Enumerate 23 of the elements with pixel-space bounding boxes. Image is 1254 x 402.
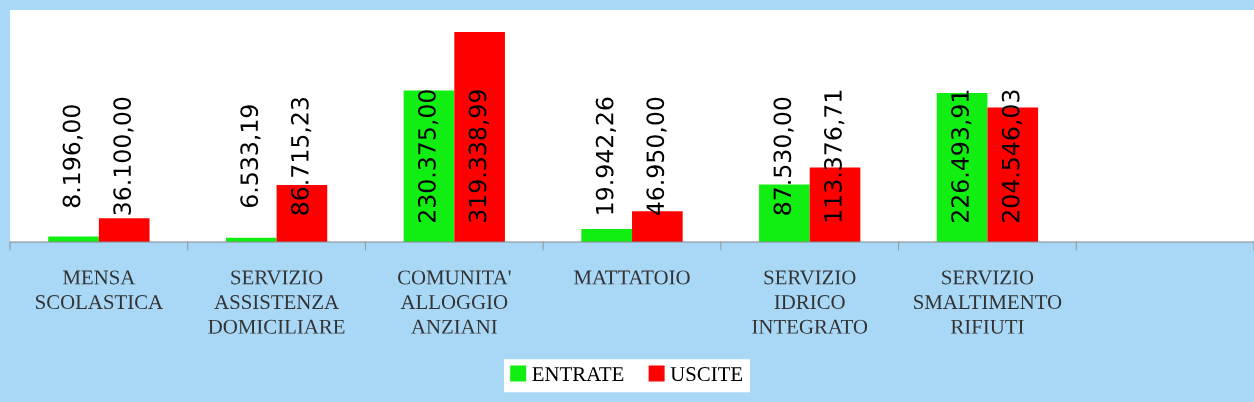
x-tick-label: COMUNITA' ALLOGGIO ANZIANI — [397, 270, 511, 334]
data-label: 87.530,00 — [773, 97, 794, 215]
bar — [454, 32, 505, 242]
data-label: 113.376,71 — [824, 90, 845, 222]
bar — [98, 218, 150, 242]
x-tick-label: MATTATOIO — [574, 270, 690, 285]
x-tick-label: MENSA SCOLASTICA — [36, 270, 163, 310]
data-label: 46.950,00 — [646, 97, 667, 216]
data-label: 8.196,00 — [62, 105, 83, 208]
x-tick-label: SERVIZIO SMALTIMENTO RIFIUTI — [914, 270, 1062, 334]
data-label: 226.493,91 — [951, 90, 972, 223]
legend-label: ENTRATE — [532, 367, 624, 381]
data-label: 6.533,19 — [240, 105, 261, 208]
bar — [581, 228, 633, 242]
data-label: 230.375,00 — [417, 90, 439, 223]
data-label: 36.100,00 — [113, 97, 134, 215]
x-tick-label: SERVIZIO ASSISTENZA DOMICILIARE — [208, 270, 345, 334]
data-label: 19.942,26 — [595, 97, 616, 214]
data-label: 319.338,99 — [468, 90, 489, 222]
x-tick-label: SERVIZIO IDRICO INTEGRATO — [752, 270, 868, 334]
legend-label: USCITE — [670, 367, 743, 382]
data-label: 86.715,23 — [290, 97, 312, 215]
data-label: 204.546,03 — [1001, 90, 1023, 223]
